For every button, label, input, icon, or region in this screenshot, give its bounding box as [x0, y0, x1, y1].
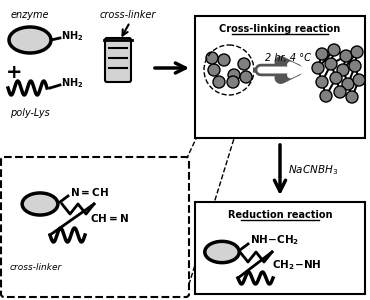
Circle shape	[325, 58, 337, 70]
Bar	[195, 16, 365, 138]
Circle shape	[320, 90, 332, 102]
FancyBboxPatch shape	[105, 38, 131, 82]
Circle shape	[353, 74, 365, 86]
Text: Reduction reaction: Reduction reaction	[228, 210, 332, 220]
Bar	[195, 202, 365, 294]
Circle shape	[334, 86, 346, 98]
Text: $\mathbf{NH\!-\!CH_2}$: $\mathbf{NH\!-\!CH_2}$	[250, 233, 299, 247]
Circle shape	[240, 71, 252, 83]
Circle shape	[346, 91, 358, 103]
Circle shape	[330, 72, 342, 84]
Circle shape	[342, 78, 354, 90]
Text: enzyme: enzyme	[11, 10, 49, 20]
Text: cross-linker: cross-linker	[100, 10, 156, 20]
Text: $\mathbf{NH_2}$: $\mathbf{NH_2}$	[61, 76, 84, 90]
Text: $\mathit{NaCNBH_3}$: $\mathit{NaCNBH_3}$	[288, 163, 338, 177]
Text: $\mathbf{NH_2}$: $\mathbf{NH_2}$	[61, 29, 84, 43]
Circle shape	[227, 76, 239, 88]
Text: cross-linker: cross-linker	[10, 263, 62, 272]
Text: $\mathbf{CH{=}N}$: $\mathbf{CH{=}N}$	[90, 212, 129, 224]
Circle shape	[208, 64, 220, 76]
FancyBboxPatch shape	[1, 157, 189, 297]
Circle shape	[312, 62, 324, 74]
Circle shape	[328, 44, 340, 56]
Text: Cross-linking reaction: Cross-linking reaction	[219, 24, 341, 34]
Text: poly-Lys: poly-Lys	[10, 108, 50, 118]
Ellipse shape	[22, 193, 58, 215]
Circle shape	[349, 60, 361, 72]
Circle shape	[340, 50, 352, 62]
Text: $\mathbf{CH_2\!-\!NH}$: $\mathbf{CH_2\!-\!NH}$	[272, 258, 321, 272]
Text: $\mathbf{N{=}CH}$: $\mathbf{N{=}CH}$	[70, 186, 109, 198]
Circle shape	[218, 54, 230, 66]
Circle shape	[213, 76, 225, 88]
Text: 2 hr, 4 °C: 2 hr, 4 °C	[265, 53, 311, 63]
Circle shape	[228, 69, 240, 81]
Circle shape	[316, 48, 328, 60]
Circle shape	[238, 58, 250, 70]
Text: +: +	[6, 62, 22, 82]
Circle shape	[316, 76, 328, 88]
Circle shape	[351, 46, 363, 58]
Ellipse shape	[9, 27, 51, 53]
Circle shape	[337, 64, 349, 76]
Ellipse shape	[205, 241, 239, 263]
Circle shape	[206, 52, 218, 64]
